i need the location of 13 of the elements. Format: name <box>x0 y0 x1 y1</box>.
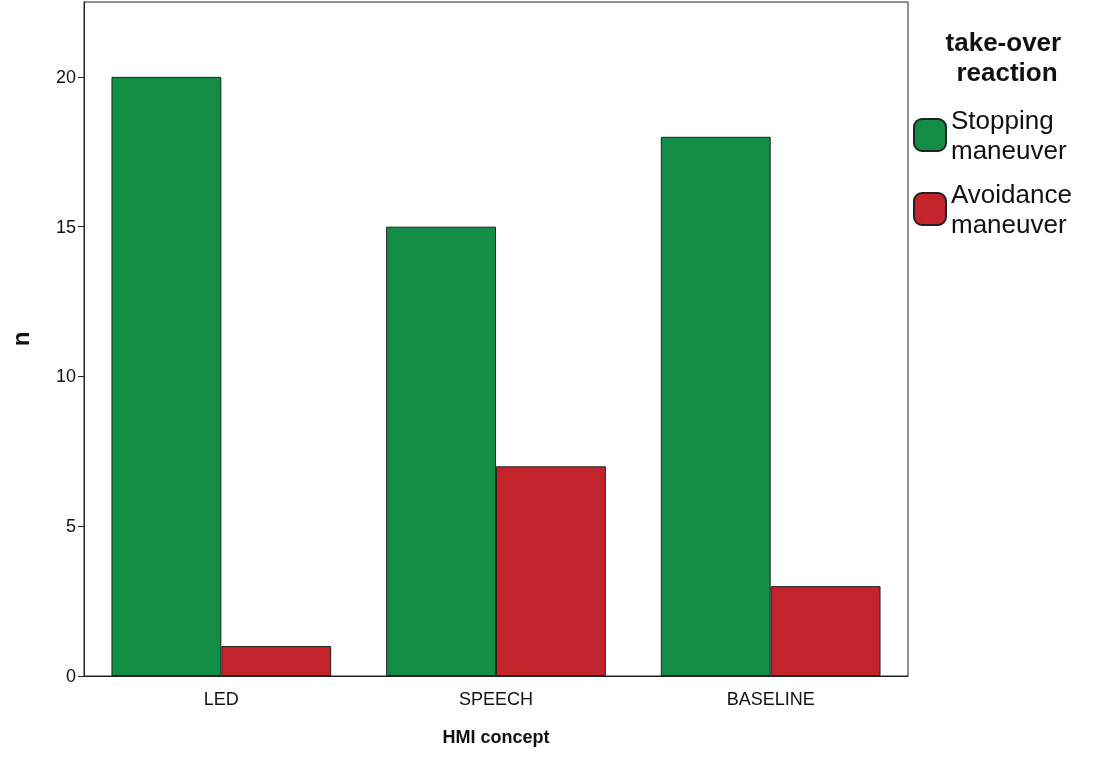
y-tick-label: 0 <box>65 666 76 686</box>
y-axis-title: n <box>6 331 34 347</box>
x-tick-label: SPEECH <box>458 689 534 709</box>
y-tick-label: 5 <box>65 516 76 537</box>
x-tick-label: BASELINE <box>726 689 815 709</box>
y-tick-label: 15 <box>55 216 76 237</box>
legend-title: take-over reaction <box>945 27 1069 87</box>
legend-label: Avoidance maneuver <box>951 179 1080 239</box>
legend-label: Stopping maneuver <box>951 105 1067 165</box>
y-tick-label: 20 <box>55 66 76 87</box>
x-tick-label: LED <box>203 689 239 709</box>
x-axis-title: HMI concept <box>442 727 550 747</box>
y-tick-label: 10 <box>55 366 76 387</box>
